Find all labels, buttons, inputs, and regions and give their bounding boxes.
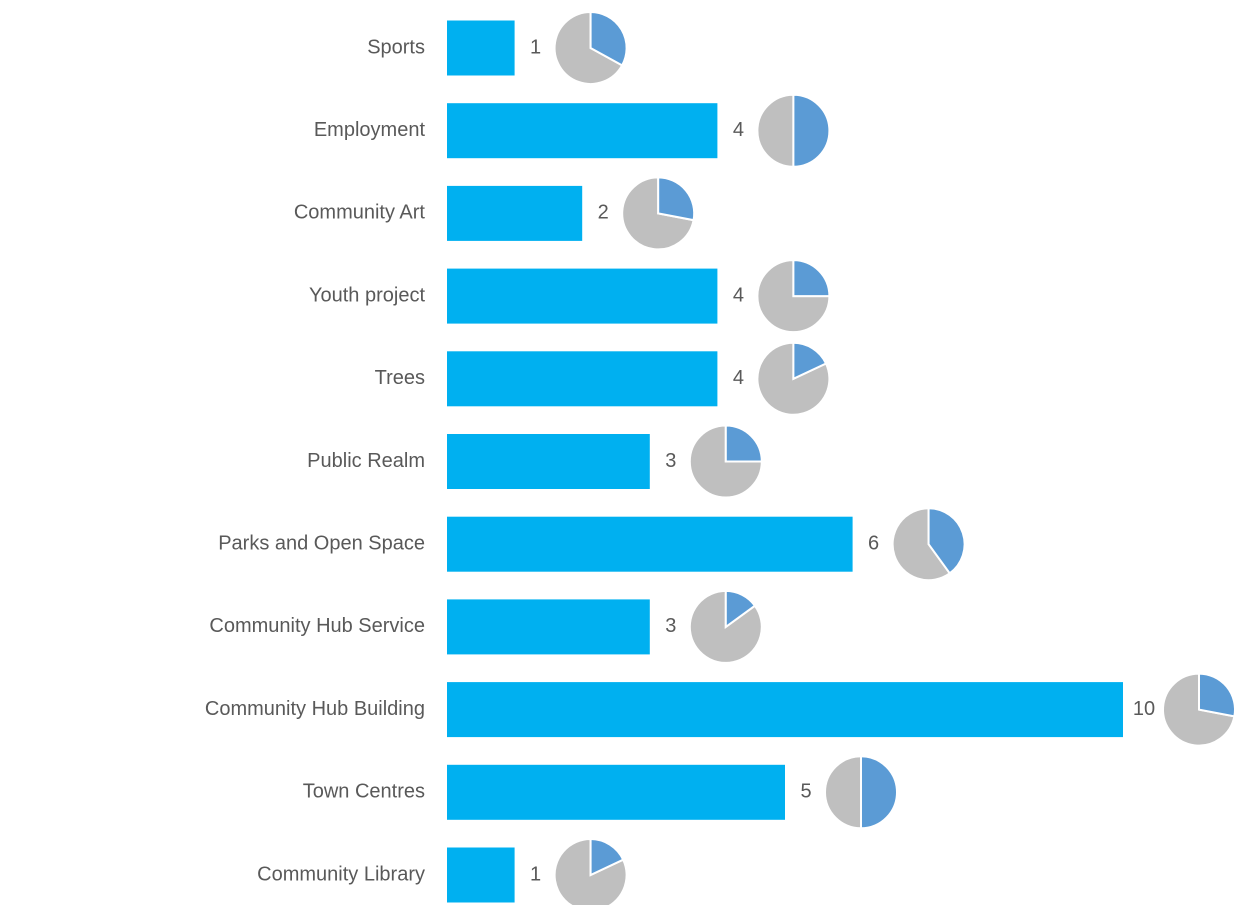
bar xyxy=(447,269,717,324)
bar xyxy=(447,186,582,241)
chart: Sports 1 Employment 4 Community Art 2 Youth pr… xyxy=(0,0,1255,905)
bar xyxy=(447,848,515,903)
bar xyxy=(447,21,515,76)
category-label: Parks and Open Space xyxy=(218,532,425,554)
value-label: 6 xyxy=(868,532,879,554)
category-label: Town Centres xyxy=(303,781,425,803)
bar xyxy=(447,351,717,406)
value-label: 10 xyxy=(1133,698,1155,720)
category-label: Public Realm xyxy=(307,450,425,472)
pie-share xyxy=(726,426,762,462)
bar xyxy=(447,517,853,572)
category-label: Community Library xyxy=(257,863,425,885)
bar xyxy=(447,434,650,489)
category-label: Employment xyxy=(314,119,426,141)
pie-share xyxy=(1199,674,1235,717)
value-label: 1 xyxy=(530,36,541,58)
category-label: Community Hub Building xyxy=(205,698,425,720)
value-label: 2 xyxy=(598,202,609,224)
category-label: Community Hub Service xyxy=(209,615,425,637)
category-label: Sports xyxy=(367,36,425,58)
value-label: 4 xyxy=(733,367,744,389)
value-label: 3 xyxy=(665,450,676,472)
pie-share xyxy=(658,177,694,220)
pie-rest xyxy=(825,756,861,828)
bar xyxy=(447,103,717,158)
value-label: 1 xyxy=(530,863,541,885)
pie-share xyxy=(793,95,829,167)
bar xyxy=(447,765,785,820)
category-label: Youth project xyxy=(309,284,425,306)
bar xyxy=(447,599,650,654)
bar xyxy=(447,682,1123,737)
value-label: 4 xyxy=(733,119,744,141)
pie-share xyxy=(861,756,897,828)
value-label: 4 xyxy=(733,284,744,306)
pie-rest xyxy=(757,95,793,167)
value-label: 5 xyxy=(800,781,811,803)
category-label: Community Art xyxy=(294,202,426,224)
category-label: Trees xyxy=(375,367,425,389)
value-label: 3 xyxy=(665,615,676,637)
pie-share xyxy=(793,260,829,296)
